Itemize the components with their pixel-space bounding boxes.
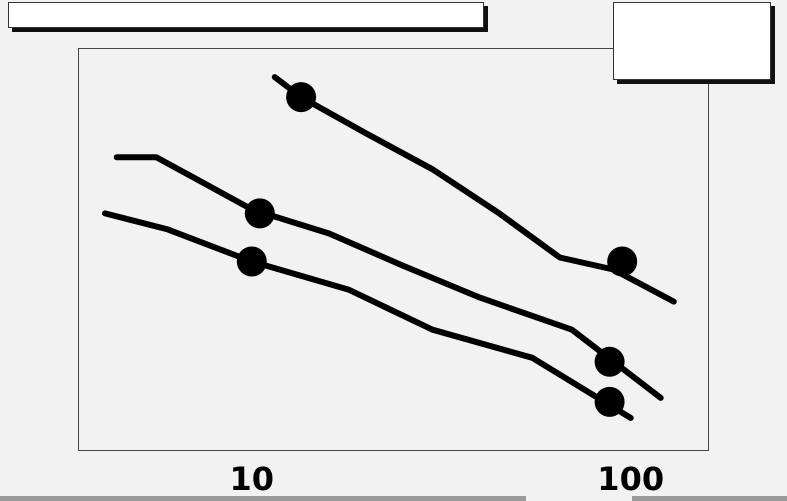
series-layer — [102, 74, 677, 421]
x-tick-label: 10 — [230, 460, 275, 498]
series-3-line — [102, 210, 634, 421]
series-2-line — [113, 154, 664, 401]
series-1-marker-2 — [607, 246, 638, 277]
series-1-marker-1 — [286, 82, 317, 113]
bottom-edge-right — [632, 496, 787, 501]
x-tick-label: 100 — [597, 460, 664, 498]
series-3-marker-2 — [594, 386, 625, 417]
plot-area — [78, 48, 709, 451]
series-2-marker-1 — [244, 198, 275, 229]
bottom-edge-left — [0, 496, 526, 501]
legend-box — [613, 2, 771, 80]
series-3-marker-1 — [236, 246, 267, 277]
series-2-marker-2 — [594, 346, 625, 377]
chart-title-box — [8, 2, 484, 28]
x-tick-labels: 10 100 — [230, 460, 665, 498]
